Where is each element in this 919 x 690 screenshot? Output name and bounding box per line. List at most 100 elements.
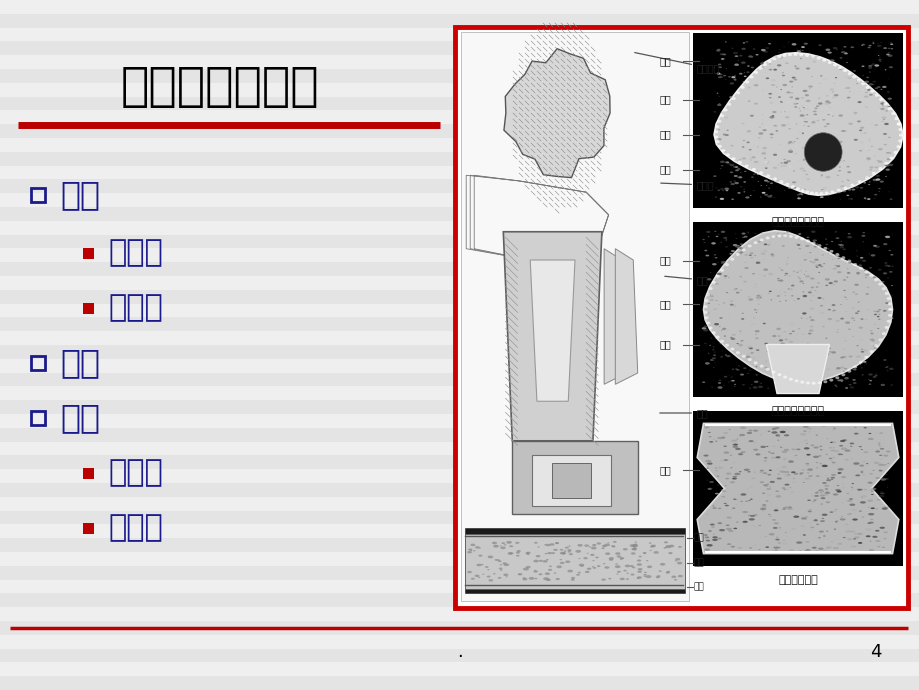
Ellipse shape xyxy=(832,547,838,549)
Ellipse shape xyxy=(891,112,894,115)
Ellipse shape xyxy=(833,450,839,453)
Ellipse shape xyxy=(588,546,590,547)
Ellipse shape xyxy=(779,269,783,271)
Ellipse shape xyxy=(820,266,823,267)
Ellipse shape xyxy=(817,106,819,107)
Ellipse shape xyxy=(779,431,785,433)
Ellipse shape xyxy=(712,308,716,310)
Ellipse shape xyxy=(790,471,795,473)
Ellipse shape xyxy=(533,560,539,562)
Ellipse shape xyxy=(784,295,786,296)
Ellipse shape xyxy=(861,538,865,540)
Ellipse shape xyxy=(804,463,809,464)
Bar xyxy=(0,593,919,607)
Ellipse shape xyxy=(881,86,886,88)
Ellipse shape xyxy=(801,295,806,297)
Ellipse shape xyxy=(729,381,731,382)
Ellipse shape xyxy=(859,501,865,504)
Ellipse shape xyxy=(488,579,493,582)
Ellipse shape xyxy=(824,100,829,103)
Ellipse shape xyxy=(736,168,740,170)
Ellipse shape xyxy=(888,308,891,311)
Ellipse shape xyxy=(822,326,824,327)
Ellipse shape xyxy=(840,51,845,53)
Ellipse shape xyxy=(736,245,739,246)
Ellipse shape xyxy=(877,148,882,150)
Ellipse shape xyxy=(802,255,805,256)
Ellipse shape xyxy=(619,578,624,580)
Ellipse shape xyxy=(719,53,722,55)
Ellipse shape xyxy=(676,562,682,564)
Ellipse shape xyxy=(789,368,792,371)
Ellipse shape xyxy=(897,128,902,131)
Ellipse shape xyxy=(767,69,771,70)
Ellipse shape xyxy=(720,112,721,113)
Ellipse shape xyxy=(555,578,560,580)
Ellipse shape xyxy=(738,436,740,437)
Ellipse shape xyxy=(724,134,728,136)
Ellipse shape xyxy=(720,165,722,166)
Ellipse shape xyxy=(763,275,765,276)
Ellipse shape xyxy=(577,544,582,546)
Ellipse shape xyxy=(612,541,616,543)
Ellipse shape xyxy=(608,557,613,560)
Ellipse shape xyxy=(721,328,726,330)
Bar xyxy=(0,262,919,276)
Ellipse shape xyxy=(848,498,852,500)
Ellipse shape xyxy=(857,310,859,312)
Ellipse shape xyxy=(857,264,861,266)
Ellipse shape xyxy=(725,355,730,357)
Ellipse shape xyxy=(782,264,787,266)
Ellipse shape xyxy=(793,300,794,301)
Ellipse shape xyxy=(767,452,770,453)
Ellipse shape xyxy=(715,337,719,339)
Ellipse shape xyxy=(778,111,781,112)
Ellipse shape xyxy=(615,552,619,555)
Ellipse shape xyxy=(788,549,794,551)
Ellipse shape xyxy=(760,49,765,51)
Ellipse shape xyxy=(754,233,755,234)
Ellipse shape xyxy=(796,194,800,195)
Ellipse shape xyxy=(783,448,789,451)
Ellipse shape xyxy=(879,98,882,101)
Ellipse shape xyxy=(729,300,732,302)
Ellipse shape xyxy=(720,149,725,152)
Ellipse shape xyxy=(763,158,766,159)
Ellipse shape xyxy=(741,123,743,124)
Ellipse shape xyxy=(714,468,716,469)
Ellipse shape xyxy=(752,48,754,50)
Ellipse shape xyxy=(791,284,793,285)
Ellipse shape xyxy=(823,187,824,188)
Ellipse shape xyxy=(852,464,857,466)
Ellipse shape xyxy=(832,284,834,285)
Ellipse shape xyxy=(764,460,766,462)
Bar xyxy=(0,207,919,221)
Ellipse shape xyxy=(724,344,728,347)
Ellipse shape xyxy=(831,310,834,312)
Ellipse shape xyxy=(787,143,789,144)
Ellipse shape xyxy=(771,550,773,551)
Ellipse shape xyxy=(805,158,810,160)
Ellipse shape xyxy=(862,182,865,184)
Ellipse shape xyxy=(864,270,868,273)
Ellipse shape xyxy=(807,365,809,366)
Ellipse shape xyxy=(884,139,886,140)
Ellipse shape xyxy=(810,230,815,233)
Ellipse shape xyxy=(867,506,868,508)
Ellipse shape xyxy=(796,50,800,52)
Bar xyxy=(83,468,94,479)
Ellipse shape xyxy=(868,83,872,86)
Ellipse shape xyxy=(878,464,883,466)
Ellipse shape xyxy=(815,475,819,477)
Ellipse shape xyxy=(882,464,886,466)
Ellipse shape xyxy=(868,94,872,96)
Ellipse shape xyxy=(655,576,659,578)
Ellipse shape xyxy=(743,281,746,282)
Ellipse shape xyxy=(826,52,831,54)
Ellipse shape xyxy=(744,115,748,117)
Ellipse shape xyxy=(839,357,843,359)
Ellipse shape xyxy=(874,530,879,532)
Ellipse shape xyxy=(871,535,877,538)
Ellipse shape xyxy=(805,115,807,116)
Ellipse shape xyxy=(842,248,845,250)
